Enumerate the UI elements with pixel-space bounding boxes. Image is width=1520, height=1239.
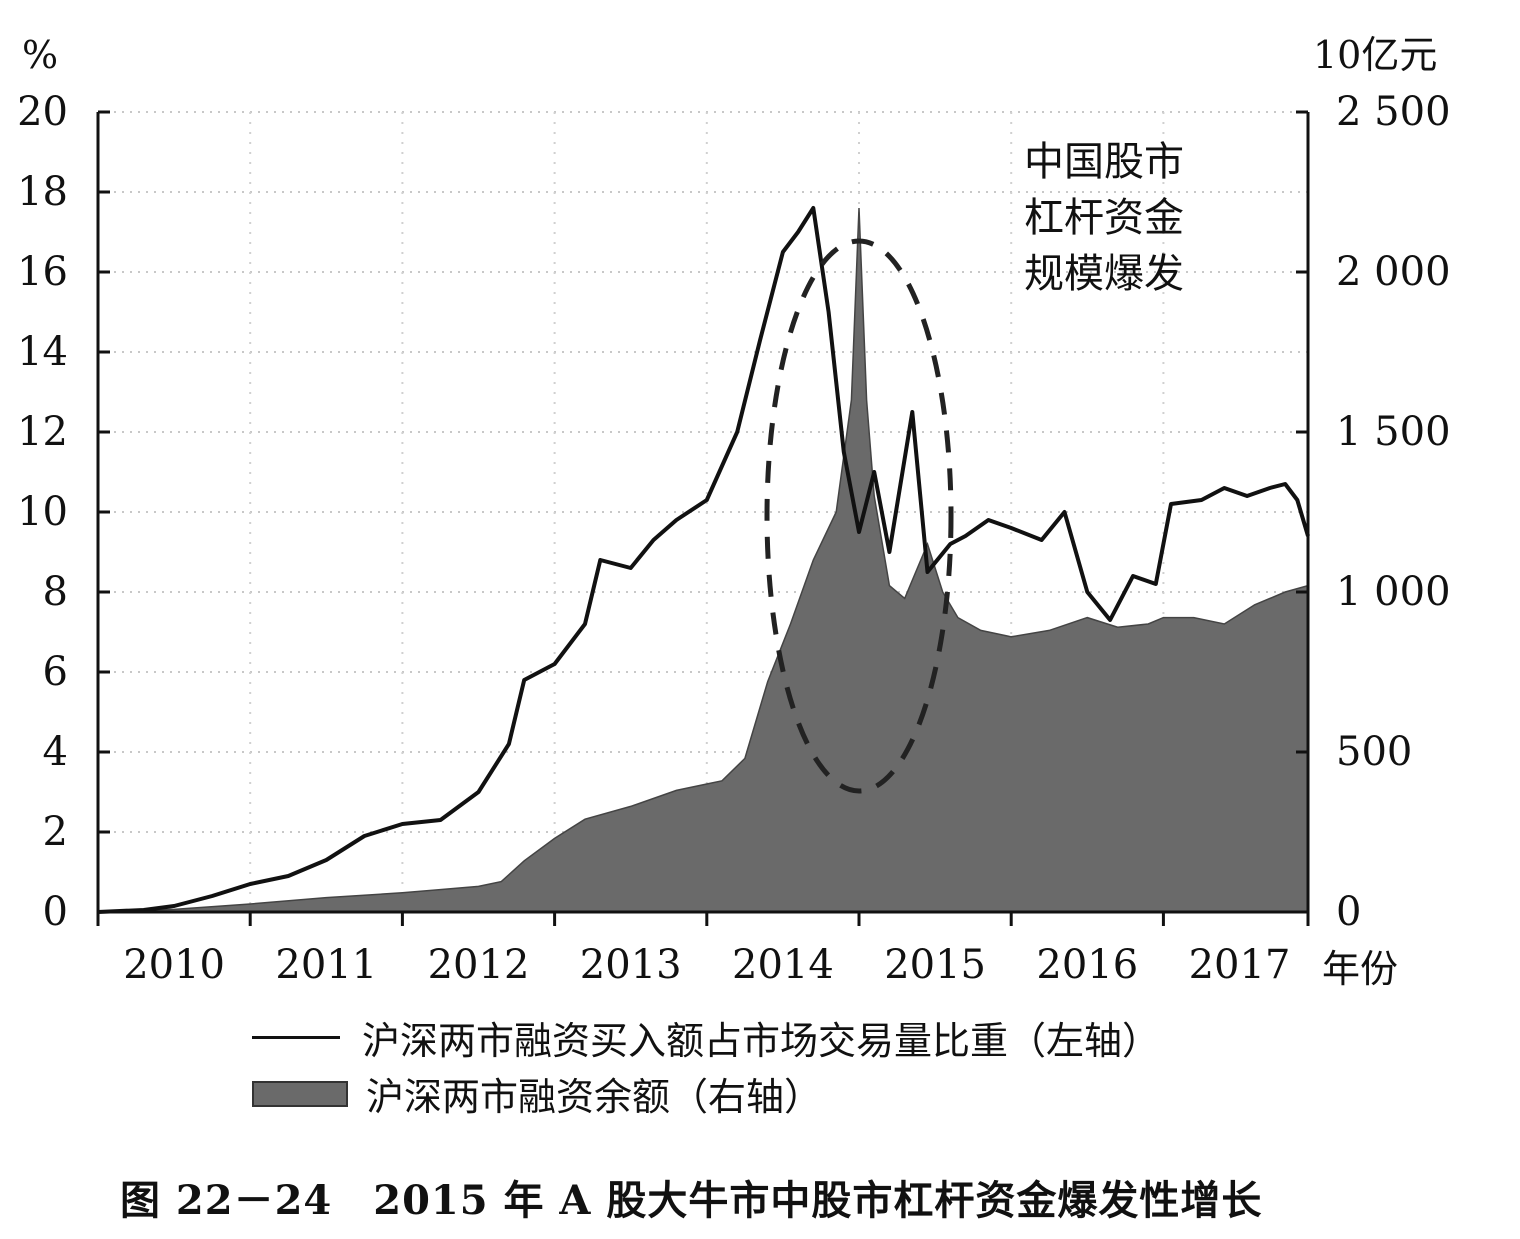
left-tick-label: 16 (17, 249, 68, 295)
highlight-ellipse (764, 238, 954, 794)
legend-area-entry: 沪深两市融资余额（右轴） (252, 1066, 822, 1121)
left-tick-label: 8 (43, 569, 68, 615)
legend-line-label: 沪深两市融资买入额占市场交易量比重（左轴） (362, 1019, 1161, 1063)
right-tick-label: 500 (1336, 729, 1412, 775)
legend-area-label: 沪深两市融资余额（右轴） (366, 1075, 823, 1119)
right-axis-unit: 10亿元 (1313, 33, 1437, 77)
annotation-line: 杠杆资金 (1024, 195, 1184, 241)
left-tick-label: 14 (17, 329, 68, 375)
margin-ratio-line (97, 206, 1310, 914)
x-tick-label: 2016 (1036, 942, 1138, 988)
x-tick-label: 2014 (732, 942, 834, 988)
right-tick-label: 0 (1336, 889, 1361, 935)
axes: 0 2 4 6 8 10 12 14 16 18 20 0 500 1 000 1 500 2 000 2 50… (17, 89, 1450, 988)
x-tick-label: 2017 (1189, 942, 1291, 988)
legend-line-swatch (252, 1036, 340, 1039)
annotation-line: 规模爆发 (1024, 251, 1184, 297)
left-tick-label: 2 (43, 809, 68, 855)
annotation-line: 中国股市 (1024, 139, 1184, 185)
legend-area-swatch (252, 1080, 348, 1107)
left-axis-unit: % (22, 33, 58, 77)
left-tick-label: 20 (17, 89, 68, 135)
left-tick-label: 4 (43, 729, 68, 775)
x-axis-unit: 年份 (1322, 947, 1398, 991)
left-tick-label: 12 (17, 409, 68, 455)
left-tick-label: 0 (43, 889, 68, 935)
x-tick-label: 2011 (275, 942, 377, 988)
left-tick-label: 18 (17, 169, 68, 215)
right-tick-label: 2 000 (1336, 249, 1451, 295)
x-tick-label: 2012 (428, 942, 530, 988)
margin-balance-area-layer (97, 207, 1309, 913)
margin-balance-area (97, 207, 1309, 913)
margin-ratio-line-layer (97, 206, 1310, 914)
x-tick-label: 2013 (580, 942, 682, 988)
x-tick-label: 2015 (884, 942, 986, 988)
right-tick-label: 2 500 (1336, 89, 1451, 135)
legend-line-entry: 沪深两市融资买入额占市场交易量比重（左轴） (252, 1010, 1160, 1065)
left-tick-label: 10 (17, 489, 68, 535)
right-tick-label: 1 000 (1336, 569, 1451, 615)
right-tick-label: 1 500 (1336, 409, 1451, 455)
figure-caption: 图 22－24 2015 年 A 股大牛市中股市杠杆资金爆发性增长 (120, 1177, 1263, 1224)
left-tick-label: 6 (43, 649, 68, 695)
x-tick-label: 2010 (123, 942, 225, 988)
